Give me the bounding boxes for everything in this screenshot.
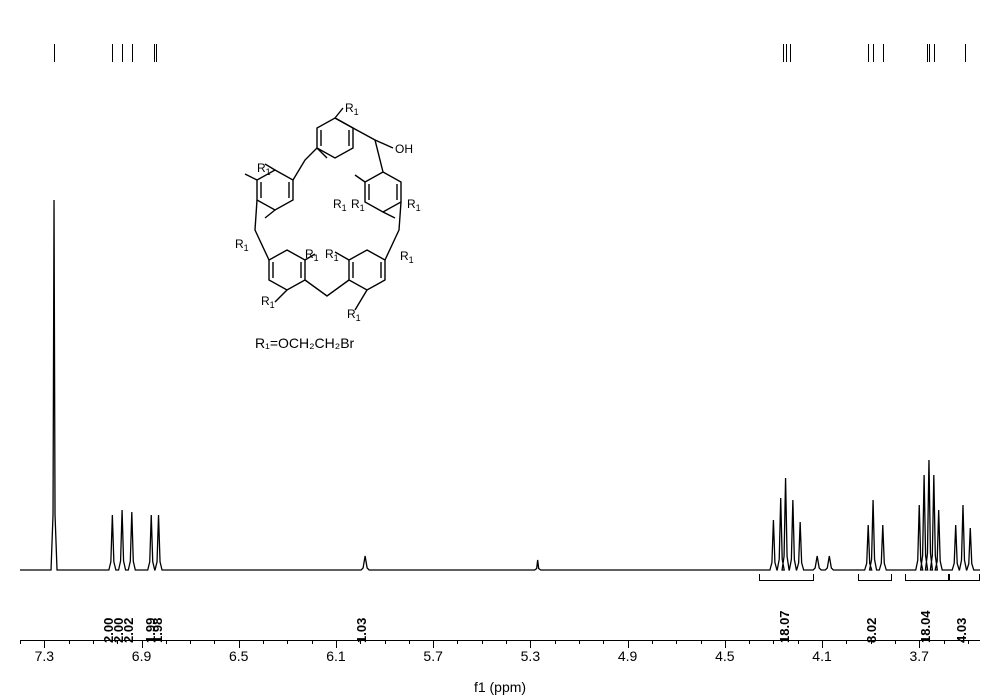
tick-label: 6.5 [229,648,248,664]
spectrum-plot [20,70,980,610]
integral-bracket [948,574,979,581]
tick-label: 7.3 [35,648,54,664]
axis-title: f1 (ppm) [474,679,526,695]
x-axis: 7.36.96.56.15.75.34.94.54.13.7 f1 (ppm) [20,640,980,690]
integral-bracket [759,574,814,581]
integral-bracket [905,574,951,581]
integral-label: 18.07 [777,610,792,643]
tick-label: 4.9 [618,648,637,664]
integral-label: 18.04 [918,610,933,643]
nmr-spectrum: 7.267.026.986.946.856.844.264.254.233.91… [0,0,1000,698]
tick-label: 6.9 [132,648,151,664]
axis-line [20,640,980,641]
tick-label: 4.1 [812,648,831,664]
tick-label: 6.1 [326,648,345,664]
integral-bracket [858,574,892,581]
top-peak-labels: 7.267.026.986.946.856.844.264.254.233.91… [0,0,1000,55]
tick-label: 5.7 [423,648,442,664]
tick-label: 3.7 [910,648,929,664]
tick-label: 4.5 [715,648,734,664]
spectrum-trace [20,200,980,570]
tick-label: 5.3 [521,648,540,664]
